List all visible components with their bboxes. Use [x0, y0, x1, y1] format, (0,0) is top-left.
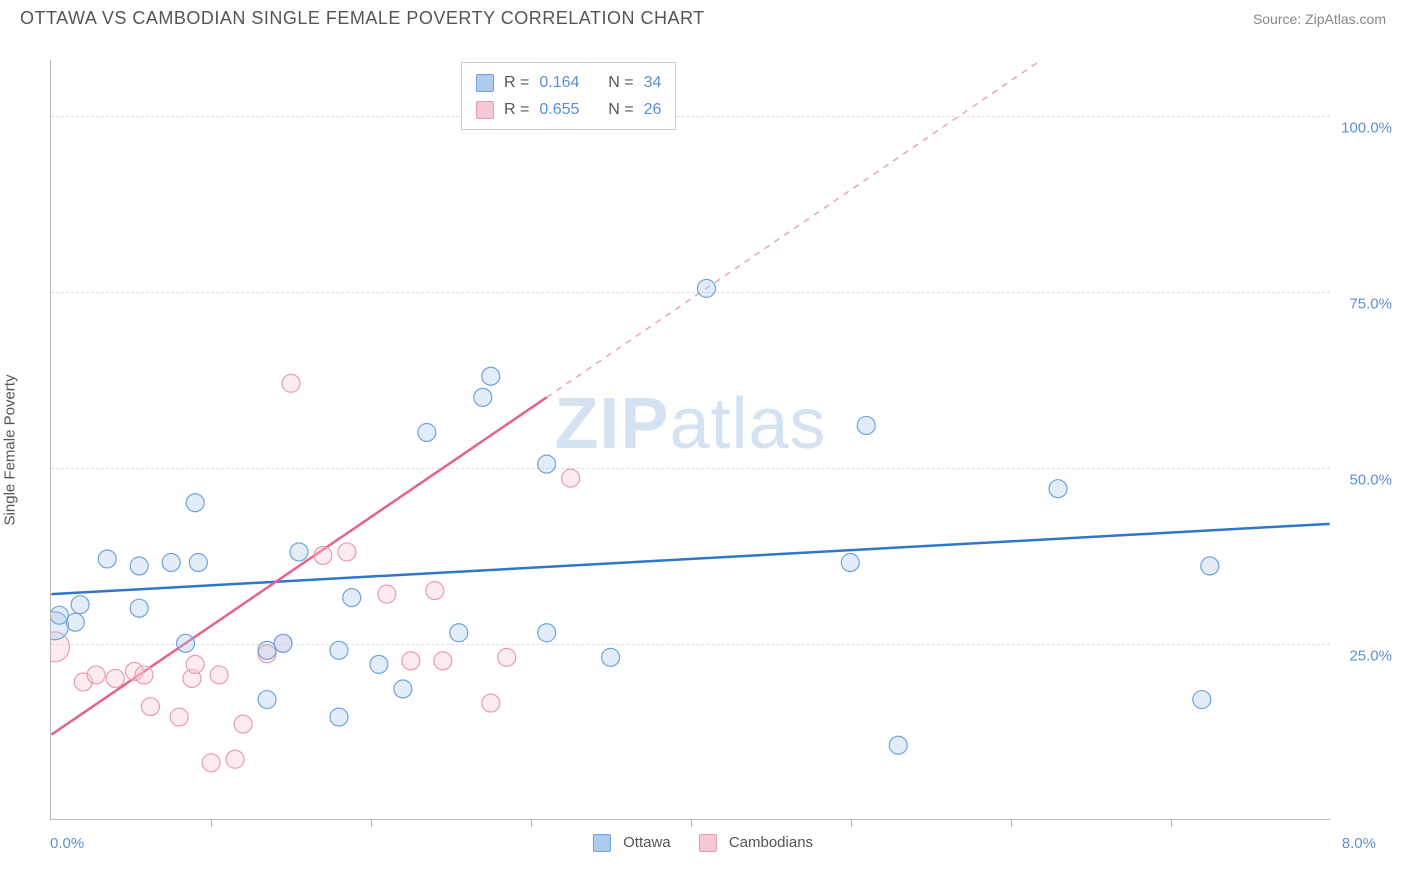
- trendline: [51, 524, 1329, 594]
- data-point: [189, 553, 207, 571]
- legend-swatch-ottawa: [593, 834, 611, 852]
- origin-label: 0.0%: [50, 835, 84, 852]
- data-point: [282, 374, 300, 392]
- data-point: [434, 652, 452, 670]
- x-tick: [371, 819, 372, 827]
- data-point: [394, 680, 412, 698]
- data-point: [210, 666, 228, 684]
- data-point: [538, 455, 556, 473]
- x-tick: [691, 819, 692, 827]
- xmax-label: 8.0%: [1342, 835, 1376, 852]
- data-point: [482, 694, 500, 712]
- x-tick: [211, 819, 212, 827]
- data-point: [66, 613, 84, 631]
- data-point: [87, 666, 105, 684]
- x-tick: [1011, 819, 1012, 827]
- swatch-cambodians: [476, 101, 494, 119]
- data-point: [1049, 480, 1067, 498]
- data-point: [330, 708, 348, 726]
- data-point: [402, 652, 420, 670]
- legend-item-ottawa: Ottawa: [593, 834, 671, 852]
- data-point: [51, 606, 68, 624]
- legend-bottom: Ottawa Cambodians: [593, 834, 813, 852]
- data-point: [98, 550, 116, 568]
- data-point: [177, 634, 195, 652]
- chart-area: Single Female Poverty ZIPatlas R = 0.164…: [0, 40, 1406, 860]
- data-point: [841, 553, 859, 571]
- data-point: [498, 648, 516, 666]
- data-point: [130, 557, 148, 575]
- data-point: [857, 416, 875, 434]
- data-point: [162, 553, 180, 571]
- data-point: [562, 469, 580, 487]
- data-point: [170, 708, 188, 726]
- data-point: [258, 641, 276, 659]
- y-tick-label: 100.0%: [1341, 120, 1392, 137]
- data-point: [889, 736, 907, 754]
- data-point: [338, 543, 356, 561]
- data-point: [141, 698, 159, 716]
- chart-header: OTTAWA VS CAMBODIAN SINGLE FEMALE POVERT…: [0, 0, 1406, 33]
- data-point: [602, 648, 620, 666]
- y-axis-label: Single Female Poverty: [2, 375, 19, 526]
- data-point: [186, 655, 204, 673]
- y-tick-label: 50.0%: [1349, 472, 1392, 489]
- data-point: [538, 624, 556, 642]
- plot-region: ZIPatlas R = 0.164 N = 34 R = 0.655 N = …: [50, 60, 1330, 820]
- data-point: [378, 585, 396, 603]
- data-point: [130, 599, 148, 617]
- x-tick: [851, 819, 852, 827]
- data-point: [474, 388, 492, 406]
- stats-row-cambodians: R = 0.655 N = 26: [476, 96, 661, 123]
- stats-row-ottawa: R = 0.164 N = 34: [476, 69, 661, 96]
- chart-title: OTTAWA VS CAMBODIAN SINGLE FEMALE POVERT…: [20, 8, 705, 29]
- data-point: [314, 546, 332, 564]
- data-point: [697, 279, 715, 297]
- x-tick: [531, 819, 532, 827]
- data-point: [330, 641, 348, 659]
- chart-source: Source: ZipAtlas.com: [1253, 11, 1386, 27]
- data-point: [226, 750, 244, 768]
- data-point: [234, 715, 252, 733]
- data-point: [274, 634, 292, 652]
- data-point: [426, 582, 444, 600]
- plot-svg: [51, 60, 1330, 819]
- data-point: [343, 589, 361, 607]
- data-point: [1193, 691, 1211, 709]
- y-tick-label: 75.0%: [1349, 296, 1392, 313]
- data-point: [106, 669, 124, 687]
- data-point: [258, 691, 276, 709]
- data-point: [418, 423, 436, 441]
- swatch-ottawa: [476, 74, 494, 92]
- x-tick: [1171, 819, 1172, 827]
- data-point: [370, 655, 388, 673]
- data-point: [202, 754, 220, 772]
- data-point: [450, 624, 468, 642]
- data-point: [135, 666, 153, 684]
- y-tick-label: 25.0%: [1349, 648, 1392, 665]
- legend-item-cambodians: Cambodians: [699, 834, 813, 852]
- data-point: [186, 494, 204, 512]
- data-point: [290, 543, 308, 561]
- legend-swatch-cambodians: [699, 834, 717, 852]
- data-point: [482, 367, 500, 385]
- trendline: [51, 397, 546, 734]
- data-point: [1201, 557, 1219, 575]
- data-point: [71, 596, 89, 614]
- stats-legend-box: R = 0.164 N = 34 R = 0.655 N = 26: [461, 62, 676, 130]
